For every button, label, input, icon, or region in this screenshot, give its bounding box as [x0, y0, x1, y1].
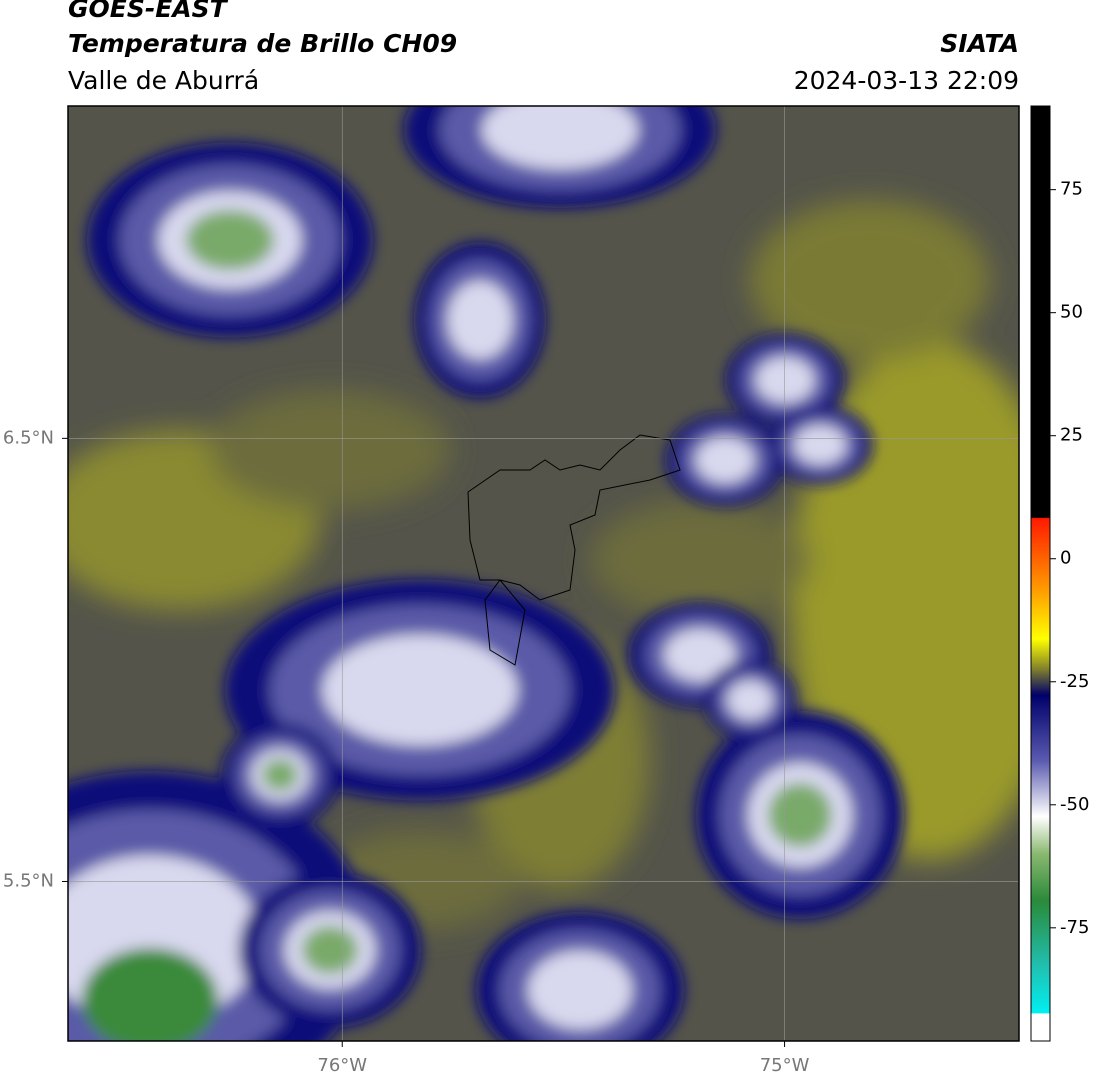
colorbar-tick-label: 0 [1060, 548, 1071, 569]
colorbar-tick-label: 75 [1060, 179, 1083, 200]
cloud [695, 437, 755, 483]
cloud [727, 680, 773, 720]
cloud [186, 210, 274, 270]
cloud [755, 357, 815, 403]
cloud [482, 106, 638, 169]
cloud [664, 629, 736, 681]
subtitle: Temperatura de Brillo CH09 [68, 29, 457, 58]
y-tick-label: 5.5°N [3, 870, 54, 891]
y-tick-label: 6.5°N [3, 427, 54, 448]
cloud [262, 759, 298, 791]
region: Valle de Aburrá [68, 66, 259, 95]
title: GOES-EAST [68, 0, 229, 23]
cloud [447, 281, 513, 359]
colorbar-tick-label: 25 [1060, 425, 1083, 446]
x-tick-label: 75°W [760, 1055, 810, 1076]
colorbar-tick-label: -25 [1060, 671, 1089, 692]
colorbar-tick-label: -75 [1060, 917, 1089, 938]
colorbar-tick-label: -50 [1060, 794, 1089, 815]
colorbar-tick-label: 50 [1060, 302, 1083, 323]
cloud [302, 926, 358, 974]
datetime: 2024-03-13 22:09 [794, 66, 1019, 95]
cloud [322, 634, 518, 746]
cloud [82, 948, 218, 1041]
colorbar [1030, 105, 1051, 1042]
cloud [768, 783, 832, 847]
x-tick-label: 76°W [317, 1055, 367, 1076]
map-frame [67, 105, 1020, 1042]
source: SIATA [940, 29, 1019, 58]
cloud [794, 425, 846, 465]
satellite-image [68, 106, 1019, 1041]
cloud [528, 951, 632, 1029]
